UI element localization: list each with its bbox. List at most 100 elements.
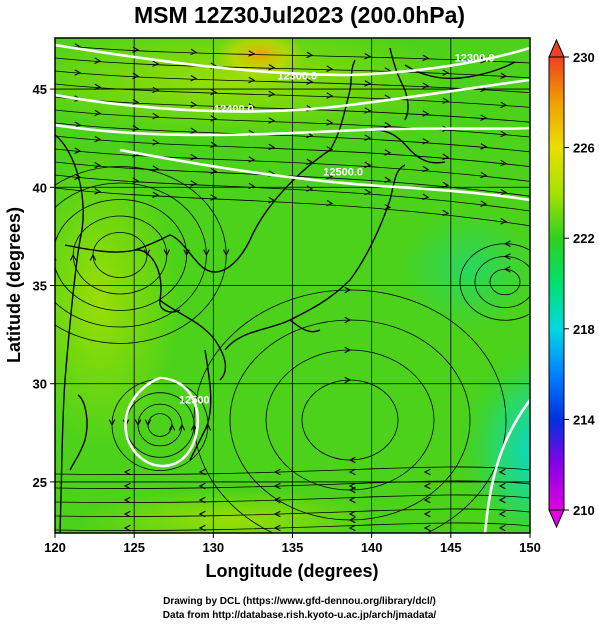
coastline-segment (64, 244, 181, 313)
streamline-arrow (348, 468, 356, 476)
colorbar-tick-label: 226 (573, 141, 595, 156)
streamline-arrow (306, 158, 314, 166)
streamline-arrow (31, 255, 36, 260)
streamline-arrow (348, 510, 356, 518)
streamline-arrow (326, 173, 334, 180)
coastline-segment (69, 394, 88, 471)
streamline-arrow (384, 121, 392, 129)
streamline-arrow (364, 80, 372, 87)
streamline-arrow (442, 209, 450, 217)
coastline-segment (374, 129, 446, 164)
streamline-arrow (69, 253, 77, 261)
streamline-arrow (268, 90, 276, 98)
colorbar: 230 226 222 218 214 210 (548, 38, 595, 529)
streamline-arrow (344, 376, 352, 384)
x-tick-label: 135 (282, 540, 304, 555)
streamline-arrow (190, 75, 198, 82)
streamline-arrow (248, 182, 256, 190)
streamline-arrow (123, 496, 131, 504)
colorbar-tick-label: 214 (573, 412, 595, 427)
streamline-arrow (168, 423, 176, 431)
streamline-arrow (364, 107, 372, 114)
streamline-arrow (94, 188, 102, 195)
streamline-arrow (210, 141, 218, 149)
streamline-arrow (326, 199, 334, 207)
streamline-arrow (94, 57, 102, 64)
streamline-arrow (348, 482, 356, 490)
credit-data-source: Data from http://database.rish.kyoto-u.a… (162, 610, 437, 621)
y-tick-label: 40 (33, 180, 47, 195)
x-tick-label: 120 (44, 540, 66, 555)
x-tick-label: 130 (202, 540, 224, 555)
y-axis-label: Latitude (degrees) (4, 207, 24, 363)
streamline-arrow (190, 127, 198, 135)
streamline-arrow (326, 65, 334, 72)
contour-labels: 12300.0 12300.0 12400.0 12500.0 12500 (179, 53, 494, 407)
streamline-arrow (348, 456, 356, 464)
coastline-segment (389, 47, 409, 121)
y-tick-label: 30 (33, 377, 47, 392)
streamline-arrow (480, 114, 488, 121)
streamline-arrow (442, 153, 450, 161)
field-yellow-south (80, 490, 380, 533)
streamline-arrow (423, 468, 431, 476)
streamline-arrow (364, 188, 372, 196)
contour-label: 12400.0 (214, 104, 254, 116)
coastline-segment (159, 299, 227, 381)
streamline-arrow (74, 121, 82, 128)
streamline-arrow (503, 253, 511, 260)
contour-line (124, 376, 200, 468)
contour-label: 12300.0 (455, 53, 495, 65)
streamline-arrow (198, 524, 206, 532)
field-yellow-west (55, 150, 180, 450)
contour-line (483, 399, 530, 533)
streamline-arrow (423, 510, 431, 518)
x-tick-label: 145 (440, 540, 462, 555)
contour-line (119, 148, 530, 202)
streamline-arrow (273, 510, 281, 518)
streamline-arrow (89, 253, 97, 261)
contour-line (55, 123, 530, 137)
coastline-segment (55, 134, 84, 533)
credit-drawing: Drawing by DCL (https://www.gfd-dennou.o… (163, 596, 436, 607)
streamline-arrow (248, 76, 256, 84)
y-tick-label: 45 (33, 82, 47, 97)
streamline (55, 480, 530, 489)
streamline-arrow (203, 249, 210, 257)
streamline-arrow (344, 286, 352, 294)
streamline-arrow (442, 181, 450, 189)
streamline-arrow (423, 482, 431, 490)
streamline-arrow (384, 176, 392, 184)
streamline-arrow (190, 153, 198, 161)
streamline-arrow (306, 51, 314, 59)
streamline-arrow (480, 171, 488, 179)
streamline-arrow (500, 72, 508, 80)
streamline-arrow (500, 159, 508, 167)
streamline-arrow (423, 524, 431, 532)
streamline-arrow (210, 88, 218, 96)
page-title: MSM 12Z30Jul2023 (200.0hPa) (133, 2, 466, 28)
streamline-arrow (134, 419, 142, 427)
streamline-arrow (152, 191, 160, 199)
streamline-arrow (268, 117, 276, 124)
streamline-arrow (198, 510, 206, 518)
streamline-arrow (503, 240, 511, 247)
streamline-arrow (94, 162, 102, 169)
streamline-arrow (190, 48, 198, 56)
streamline-arrow (210, 167, 218, 175)
streamline-arrow (384, 149, 392, 156)
streamline-arrow (326, 119, 334, 126)
x-axis-ticks: 120 125 130 135 140 145 150 (44, 533, 541, 555)
streamline-arrow (273, 482, 281, 490)
y-tick-label: 25 (33, 475, 47, 490)
coastlines (55, 47, 516, 533)
streamline-arrow (152, 60, 160, 67)
streamline-arrow (350, 547, 355, 552)
colorbar-tick-label: 230 (573, 50, 595, 65)
streamline-arrow (198, 468, 206, 476)
coastline-segment (224, 164, 406, 351)
streamline-arrow (503, 266, 511, 273)
streamline-arrow (210, 194, 218, 201)
streamline-arrow (500, 130, 508, 138)
